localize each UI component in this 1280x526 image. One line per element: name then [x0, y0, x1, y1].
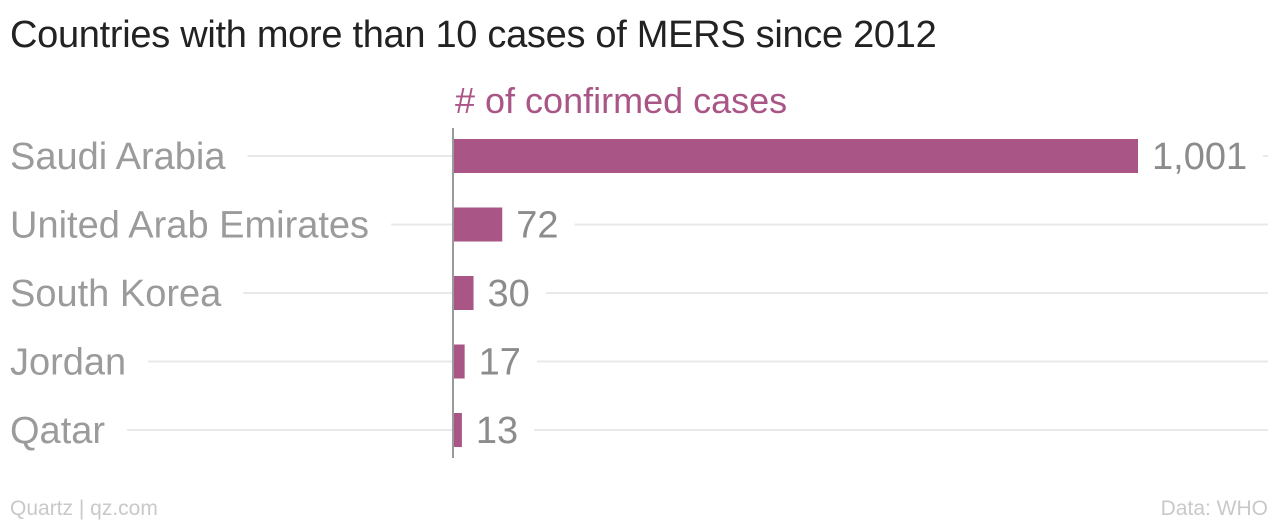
category-label: Qatar: [10, 410, 105, 452]
data-source: Data: WHO: [1160, 497, 1268, 520]
category-label: Saudi Arabia: [10, 136, 226, 178]
bar-chart: # of confirmed cases Saudi Arabia 1,001 Uni…: [10, 80, 1268, 458]
value-label: 30: [488, 273, 530, 315]
bar: [453, 344, 465, 379]
value-label: 1,001: [1152, 136, 1247, 178]
bar: [453, 413, 462, 447]
category-label: Jordan: [10, 342, 126, 384]
series-label: # of confirmed cases: [455, 80, 787, 121]
category-label: United Arab Emirates: [10, 205, 369, 247]
value-label: 72: [516, 205, 558, 247]
value-label: 17: [479, 342, 521, 384]
bar: [453, 207, 503, 242]
category-label: South Korea: [10, 273, 222, 315]
bar: [453, 139, 1138, 173]
source-credit: Quartz | qz.com: [10, 497, 158, 520]
value-label: 13: [476, 410, 518, 452]
bar: [453, 276, 474, 310]
chart-title: Countries with more than 10 cases of MER…: [10, 14, 937, 56]
